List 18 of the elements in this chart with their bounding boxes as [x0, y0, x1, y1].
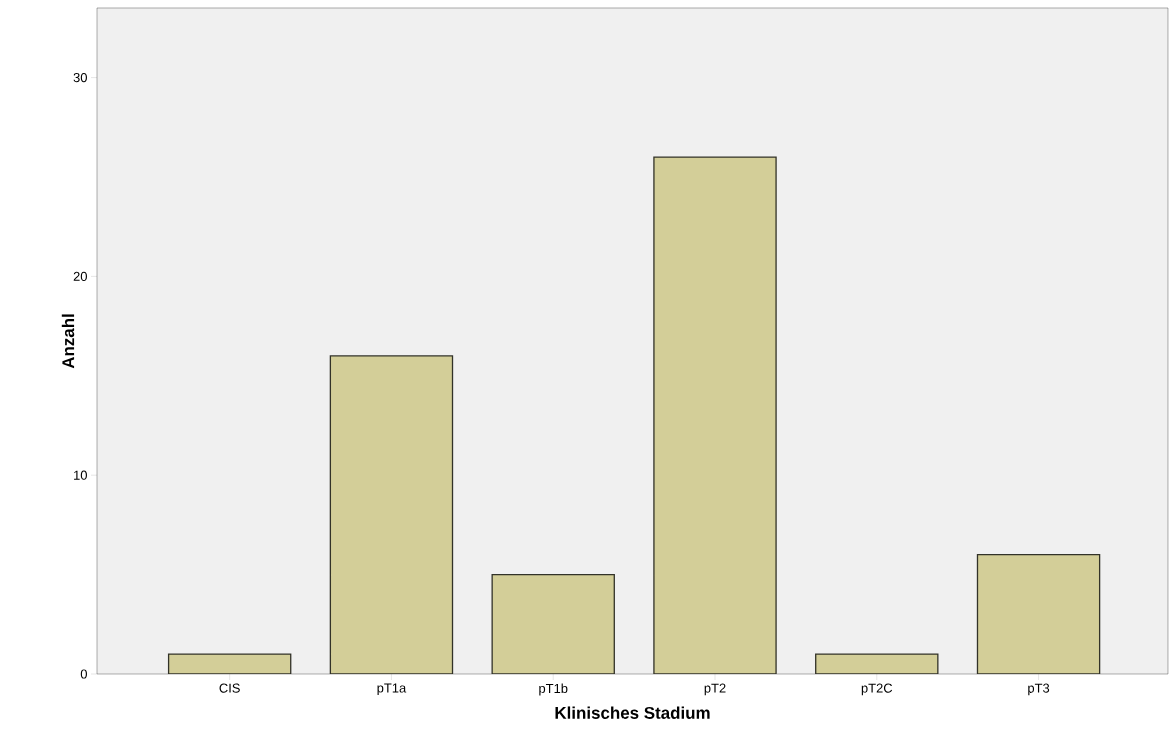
bar: [329, 355, 454, 674]
x-axis-title: Klinisches Stadium: [555, 706, 710, 719]
bar: [491, 573, 615, 674]
bar: [653, 157, 777, 674]
bar: [815, 653, 939, 674]
y-tick-label: 20: [73, 271, 87, 281]
y-axis-title: Anzahl: [61, 314, 75, 369]
x-tick-label: pT1b: [539, 683, 568, 696]
bar: [167, 653, 292, 674]
bar: [976, 554, 1101, 674]
y-tick-label: 0: [80, 669, 87, 679]
x-tick-label: pT1a: [377, 683, 407, 696]
y-tick-label: 10: [74, 470, 87, 480]
y-tick-label: 30: [73, 72, 87, 83]
x-tick-label: pT3: [1028, 683, 1050, 696]
x-tick-label: CIS: [219, 683, 240, 693]
x-tick-label: pT2: [704, 683, 726, 696]
x-tick-label: pT2C: [861, 683, 893, 696]
